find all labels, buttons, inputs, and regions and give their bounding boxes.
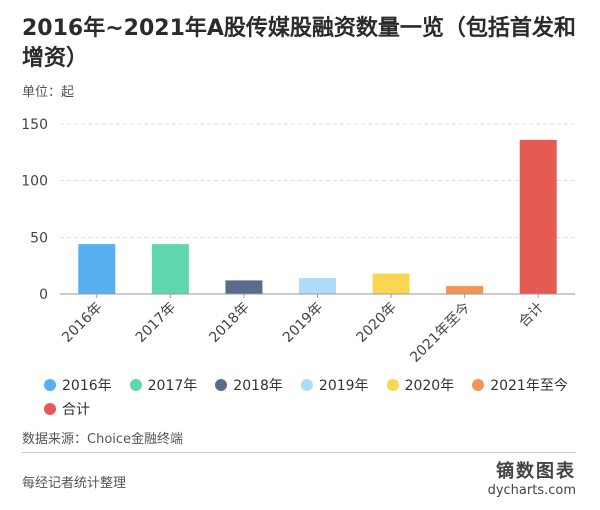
bar [446,286,484,294]
legend-label: 2020年 [404,378,455,394]
legend-item: 2016年 [44,375,112,395]
bar [299,278,336,294]
unit-label: 单位：起 [22,85,75,100]
legend-swatch [472,379,485,391]
bar [225,280,263,294]
x-tick-label: 2021年至今 [407,300,473,366]
legend: 2016年 2017年 2018年 2019年 2020年 2021年至今合计 [44,375,584,419]
data-source: 数据来源：Choice金融终端 [22,432,184,447]
bar [372,273,410,294]
chart-title: 2016年~2021年A股传媒股融资数量一览（包括首发和增资） [22,16,576,71]
legend-swatch [300,379,313,391]
legend-label: 2019年 [318,378,369,394]
y-tick-label: 100 [21,174,48,190]
y-tick-label: 50 [30,230,48,246]
x-tick-label: 2019年 [280,300,326,346]
legend-swatch [215,379,228,391]
legend-label: 合计 [62,402,90,418]
y-tick-label: 150 [21,117,48,133]
legend-swatch [386,379,399,391]
legend-label: 2017年 [147,378,198,394]
legend-label: 2021年至今 [490,378,568,394]
legend-item: 2020年 [386,375,455,395]
brand-url: dycharts.com [487,483,576,498]
bar [519,139,557,294]
bar-chart: 0 50 100 150 2016年 2017年 2018年 2019年 2020年 2021年至… [21,117,575,366]
x-tick-label: 2018年 [206,300,252,346]
bar [78,244,116,294]
legend-swatch [129,379,142,391]
legend-swatch [44,403,56,415]
legend-label: 2018年 [233,378,283,394]
brand-name: 镝数图表 [496,461,576,482]
legend-item: 2021年至今 [472,375,568,395]
y-tick-label: 0 [39,287,48,303]
x-tick-label: 2020年 [353,300,399,346]
x-tick-label: 2017年 [133,300,179,346]
legend-item: 合计 [44,399,90,419]
legend-item: 2017年 [129,375,198,395]
bar [151,244,189,294]
x-tick-label: 2016年 [59,300,105,346]
legend-swatch [44,379,56,391]
legend-item: 2019年 [300,375,369,395]
brand-logo: 镝数图表 dycharts.com [488,461,576,499]
legend-label: 2016年 [62,378,112,394]
legend-item: 2018年 [215,375,283,395]
x-tick-label: 合计 [516,300,547,331]
footer-note: 每经记者统计整理 [22,476,127,491]
divider [22,452,576,453]
